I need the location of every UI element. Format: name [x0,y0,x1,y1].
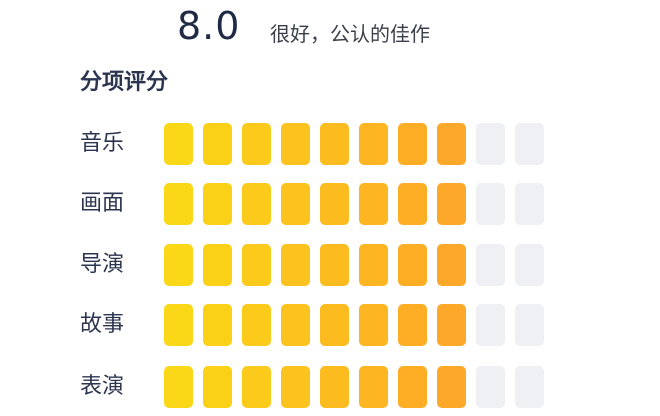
rating-segment-filled [320,366,349,408]
score-header: 8.0 很好，公认的佳作 [0,0,660,60]
rating-label: 表演 [80,374,125,399]
rating-segment-filled [398,244,427,286]
rating-segment-filled [437,304,466,346]
rating-segment-empty [515,304,544,346]
rating-segment-filled [203,183,232,225]
rating-row-story: 故事 [0,304,660,346]
rating-segment-empty [476,244,505,286]
rating-segment-filled [203,123,232,165]
rating-label: 画面 [80,191,125,216]
rating-segment-filled [398,123,427,165]
overall-score: 8.0 [177,4,241,48]
rating-segment-filled [164,183,193,225]
rating-segment-filled [281,244,310,286]
rating-segment-filled [203,304,232,346]
rating-row-visuals: 画面 [0,183,660,225]
rating-segment-filled [203,366,232,408]
rating-segment-filled [281,123,310,165]
rating-segment-filled [359,123,388,165]
rating-segment-filled [242,366,271,408]
rating-segment-filled [359,244,388,286]
rating-segment-filled [164,123,193,165]
rating-segment-filled [164,366,193,408]
rating-bar [164,244,554,286]
rating-segment-filled [203,244,232,286]
rating-segment-filled [359,183,388,225]
rating-segment-empty [515,366,544,408]
rating-row-directing: 导演 [0,244,660,286]
rating-segment-filled [242,183,271,225]
rating-segment-filled [437,244,466,286]
rating-segment-empty [476,123,505,165]
rating-segment-filled [320,123,349,165]
rating-segment-empty [515,183,544,225]
rating-segment-filled [437,366,466,408]
rating-row-music: 音乐 [0,123,660,165]
rating-segment-empty [476,304,505,346]
rating-segment-empty [515,244,544,286]
rating-bar [164,304,554,346]
rating-segment-filled [398,366,427,408]
rating-segment-filled [437,123,466,165]
rating-row-acting: 表演 [0,366,660,408]
rating-label: 音乐 [80,131,125,156]
rating-segment-filled [281,366,310,408]
rating-segment-filled [281,304,310,346]
rating-segment-filled [281,183,310,225]
rating-bar [164,366,554,408]
rating-segment-empty [476,366,505,408]
rating-segment-filled [242,304,271,346]
rating-segment-filled [398,304,427,346]
rating-segment-filled [398,183,427,225]
rating-segment-filled [359,304,388,346]
rating-label: 导演 [80,252,125,277]
rating-segment-filled [437,183,466,225]
rating-segment-filled [242,244,271,286]
rating-segment-filled [242,123,271,165]
rating-segment-filled [320,183,349,225]
section-title: 分项评分 [80,70,169,95]
rating-segment-empty [476,183,505,225]
rating-label: 故事 [80,312,125,337]
rating-bar [164,183,554,225]
rating-segment-filled [164,304,193,346]
score-verdict: 很好，公认的佳作 [270,22,430,46]
rating-segment-filled [320,244,349,286]
rating-segment-empty [515,123,544,165]
rating-segment-filled [359,366,388,408]
rating-segment-filled [320,304,349,346]
rating-segment-filled [164,244,193,286]
rating-bar [164,123,554,165]
